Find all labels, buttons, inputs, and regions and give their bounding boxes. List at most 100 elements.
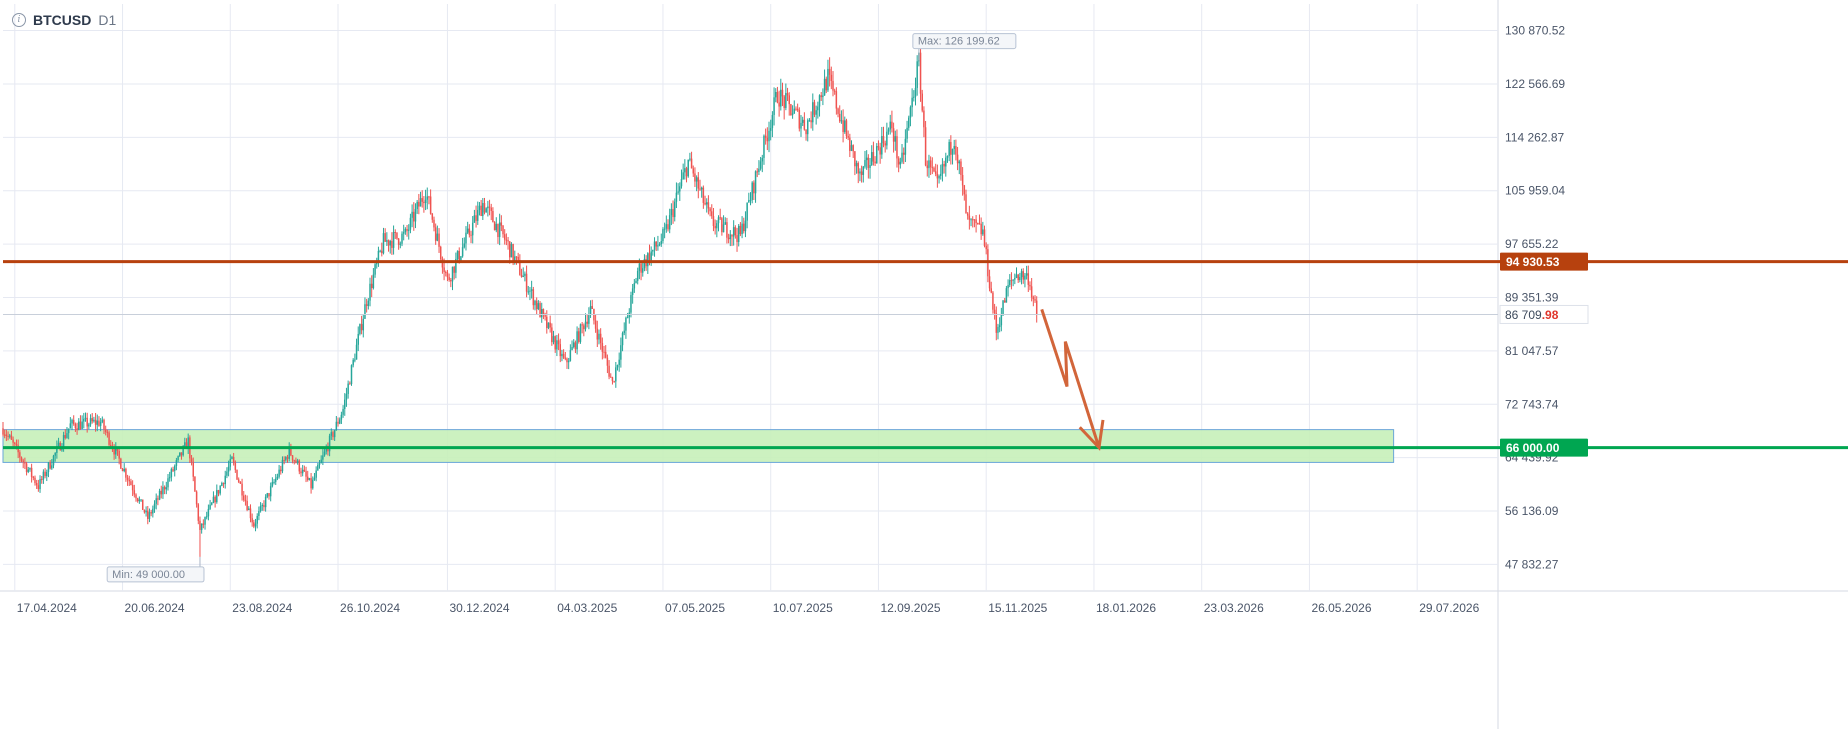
- candle-body: [849, 137, 851, 151]
- candle-body: [889, 121, 891, 130]
- candle-body: [859, 171, 861, 174]
- candle-body: [510, 244, 513, 258]
- candle-body: [52, 455, 55, 466]
- candle-body: [475, 215, 477, 221]
- candle-body: [101, 419, 104, 422]
- candle-body: [537, 303, 540, 310]
- candle-body: [672, 209, 674, 218]
- candle-body: [423, 201, 425, 204]
- candle-body: [88, 424, 90, 427]
- candle-body: [546, 316, 548, 329]
- candle-body: [862, 166, 865, 175]
- candle-body: [360, 324, 363, 331]
- info-icon[interactable]: i: [12, 13, 26, 27]
- candle-body: [810, 120, 812, 123]
- candle-body: [566, 358, 568, 363]
- candle-body: [264, 496, 267, 508]
- candle-body: [662, 229, 664, 242]
- candle-body: [594, 320, 597, 329]
- candle-body: [332, 432, 334, 438]
- candle-body: [901, 152, 903, 162]
- candle-body: [8, 435, 11, 437]
- candle-body: [359, 324, 361, 334]
- candle-body: [293, 460, 296, 462]
- candle-body: [625, 317, 627, 331]
- candle-body: [372, 274, 375, 289]
- candle-body: [318, 463, 321, 465]
- candle-body: [24, 462, 26, 464]
- candle-body: [673, 201, 676, 218]
- candle-body: [677, 191, 679, 193]
- candle-body: [27, 469, 30, 472]
- candle-body: [584, 321, 587, 330]
- candle-body: [15, 443, 18, 446]
- candle-body: [589, 306, 592, 316]
- candle-body: [190, 458, 193, 462]
- candle-body: [354, 359, 356, 361]
- candle-body: [854, 151, 856, 167]
- candle-body: [303, 469, 306, 472]
- candle-body: [684, 168, 686, 173]
- candle-body: [743, 223, 745, 232]
- candle-body: [869, 164, 871, 168]
- forecast-arrow: [1040, 308, 1101, 449]
- resistance-price-tag-bg: [1500, 252, 1588, 271]
- candle-body: [141, 499, 144, 510]
- candle-body: [867, 157, 870, 168]
- candle-body: [667, 224, 669, 230]
- candle-body: [143, 509, 146, 513]
- candle-body: [54, 452, 56, 456]
- candle-body: [857, 163, 859, 174]
- x-tick-label: 04.03.2025: [557, 601, 617, 615]
- y-tick-label: 114 262.87: [1505, 130, 1564, 144]
- candle-body: [643, 258, 646, 269]
- candle-body: [599, 333, 602, 343]
- candle-body: [535, 300, 538, 310]
- candle-body: [74, 423, 77, 429]
- candle-body: [5, 434, 8, 436]
- candle-body: [716, 223, 718, 229]
- timeframe-label[interactable]: D1: [98, 12, 117, 28]
- candle-body: [463, 243, 466, 248]
- candle-body: [564, 357, 567, 359]
- candle-body: [983, 229, 986, 246]
- candle-body: [941, 163, 944, 174]
- candle-body: [340, 414, 343, 420]
- candle-body: [929, 160, 932, 168]
- candle-body: [687, 159, 689, 177]
- candle-body: [461, 247, 464, 257]
- candle-body: [51, 465, 53, 469]
- candle-body: [775, 92, 777, 98]
- candle-body: [633, 283, 636, 289]
- candle-body: [283, 459, 285, 461]
- candle-body: [598, 333, 600, 340]
- candle-body: [840, 120, 843, 122]
- candle-body: [705, 202, 708, 205]
- candle-body: [374, 264, 376, 275]
- candle-body: [534, 300, 536, 306]
- candle-body: [207, 508, 210, 517]
- candle-body: [487, 206, 489, 209]
- candle-body: [721, 218, 723, 233]
- candle-body: [20, 457, 23, 461]
- candle-body: [64, 435, 67, 438]
- candle-body: [239, 481, 242, 484]
- candle-body: [731, 234, 733, 237]
- candle-body: [950, 142, 952, 155]
- candle-body: [948, 142, 950, 157]
- candle-body: [638, 263, 641, 271]
- candle-body: [556, 340, 558, 350]
- candle-body: [665, 224, 668, 229]
- candle-body: [1030, 286, 1033, 298]
- candle-body: [769, 128, 772, 131]
- x-tick-label: 29.07.2026: [1419, 601, 1479, 615]
- candle-body: [870, 152, 873, 165]
- candle-body: [391, 241, 393, 248]
- candle-body: [1029, 284, 1031, 287]
- candle-body: [485, 208, 487, 213]
- candle-body: [121, 468, 124, 472]
- candle-body: [877, 146, 880, 148]
- candle-body: [542, 309, 545, 314]
